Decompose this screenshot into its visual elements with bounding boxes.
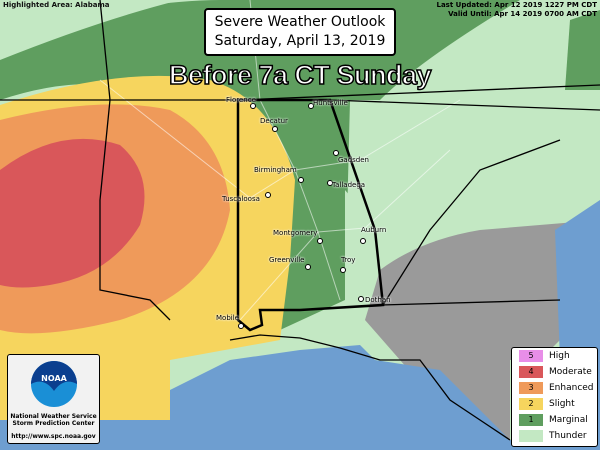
highlighted-area-label: Highlighted Area: Alabama xyxy=(3,1,110,9)
city-dot xyxy=(358,296,364,302)
legend-item: 2 Slight xyxy=(512,396,597,412)
city-label: Gadsden xyxy=(338,156,369,164)
legend-label: High xyxy=(549,351,570,361)
moderate-area xyxy=(0,138,145,288)
city-label: Auburn xyxy=(361,226,387,234)
city-dot xyxy=(238,323,244,329)
city-label: Talladega xyxy=(332,181,366,189)
city-label: Mobile xyxy=(216,314,239,322)
legend-swatch: 1 xyxy=(519,414,543,426)
city-dot xyxy=(340,267,346,273)
legend-label: Thunder xyxy=(549,431,587,441)
update-info: Last Updated: Apr 12 2019 1227 PM CDT Val… xyxy=(437,1,598,19)
alabama-outline xyxy=(236,98,385,332)
legend-item: 3 Enhanced xyxy=(512,380,597,396)
risk-legend: 5 High 4 Moderate 3 Enhanced 2 Slight 1 Marginal T… xyxy=(511,347,598,447)
city-dot xyxy=(360,238,366,244)
nws-label: National Weather Service xyxy=(10,413,97,420)
spc-url[interactable]: http://www.spc.noaa.gov xyxy=(11,433,96,440)
city-label: Florence xyxy=(226,96,256,104)
legend-swatch: 4 xyxy=(519,366,543,378)
city-label: Tuscaloosa xyxy=(222,195,260,203)
city-label: Montgomery xyxy=(273,229,318,237)
city-dot xyxy=(265,192,271,198)
title: Severe Weather Outlook xyxy=(214,14,386,30)
noaa-logo-box: NOAA National Weather Service Storm Pred… xyxy=(7,354,100,444)
legend-item: 4 Moderate xyxy=(512,364,597,380)
legend-label: Marginal xyxy=(549,415,588,425)
city-label: Dothan xyxy=(365,296,391,304)
highways xyxy=(99,0,461,321)
legend-label: Enhanced xyxy=(549,383,594,393)
city-dot xyxy=(272,126,278,132)
city-label: Troy xyxy=(341,256,356,264)
noaa-text: NOAA xyxy=(41,374,67,383)
legend-swatch: 5 xyxy=(519,350,543,362)
city-label: Decatur xyxy=(260,117,288,125)
city-dot xyxy=(305,264,311,270)
legend-swatch: 2 xyxy=(519,398,543,410)
thunder-area-al xyxy=(345,190,383,305)
city-label: Greenville xyxy=(269,256,305,264)
legend-swatch: 3 xyxy=(519,382,543,394)
legend-item: 1 Marginal xyxy=(512,412,597,428)
thunder-area-west xyxy=(0,0,180,60)
last-updated: Last Updated: Apr 12 2019 1227 PM CDT xyxy=(436,1,598,9)
valid-until: Valid Until: Apr 14 2019 0700 AM CDT xyxy=(448,10,597,18)
city-label: Huntsville xyxy=(313,99,348,107)
period-label: Before 7a CT Sunday xyxy=(168,59,432,91)
date: Saturday, April 13, 2019 xyxy=(214,33,386,49)
legend-item: 5 High xyxy=(512,348,597,364)
city-dot xyxy=(250,103,256,109)
city-dot xyxy=(298,177,304,183)
city-dot xyxy=(308,103,314,109)
city-dot xyxy=(317,238,323,244)
title-box: Severe Weather Outlook Saturday, April 13… xyxy=(204,8,396,56)
city-dot xyxy=(333,150,339,156)
legend-label: Moderate xyxy=(549,367,592,377)
noaa-logo-icon: NOAA xyxy=(30,361,77,407)
city-dot xyxy=(327,180,333,186)
spc-label: Storm Prediction Center xyxy=(12,420,95,427)
marginal-area-east xyxy=(565,10,600,90)
legend-label: Slight xyxy=(549,399,575,409)
gulf-of-mexico xyxy=(0,300,600,450)
atlantic-ocean xyxy=(555,200,600,360)
city-label: Birmingham xyxy=(254,166,297,174)
legend-item: Thunder xyxy=(512,428,597,444)
legend-swatch xyxy=(519,430,543,442)
